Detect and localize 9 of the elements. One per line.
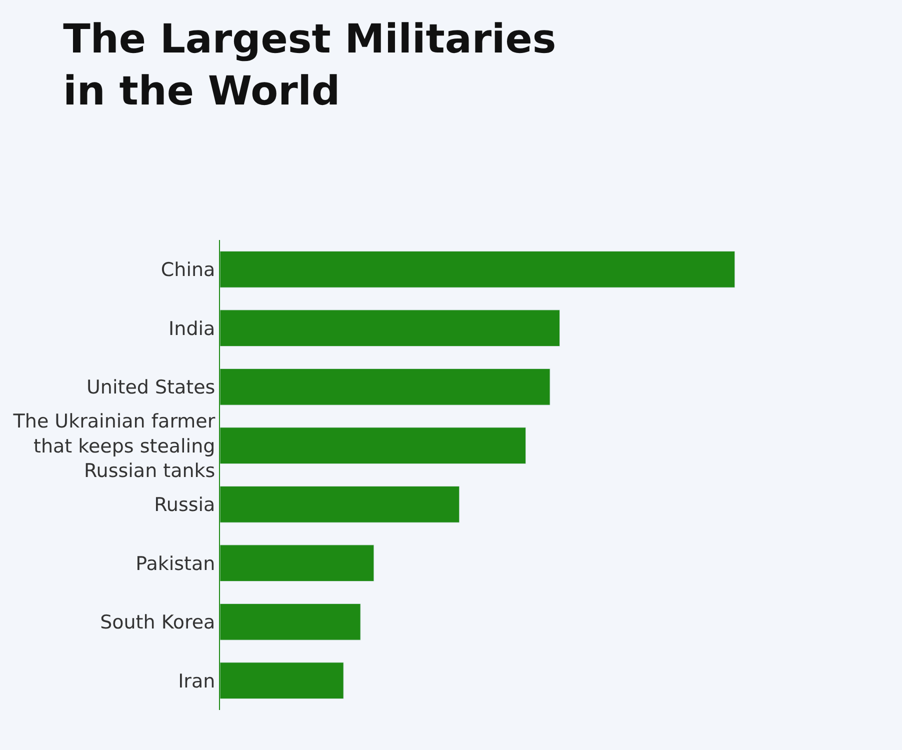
y-tick-label: China (160, 259, 216, 282)
y-tick-label: United States (86, 376, 216, 399)
y-tick-label: The Ukrainian farmer that keeps stealing Russian tanks (12, 410, 216, 482)
y-tick-label: South Korea (100, 612, 216, 634)
y-tick-label: Pakistan (136, 552, 216, 575)
chart-title: The Largest Militaries in the World (63, 16, 556, 114)
y-tick-label: Russia (154, 494, 216, 516)
y-tick-label: India (168, 318, 216, 340)
y-tick-label: Iran (178, 670, 216, 692)
